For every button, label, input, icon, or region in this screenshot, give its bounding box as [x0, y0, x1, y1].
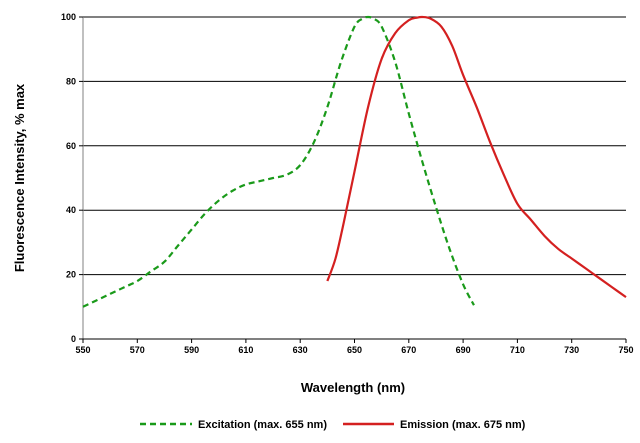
x-tick-label-590: 590 — [184, 345, 199, 355]
x-axis-ticks: 550 570 590 610 630 650 670 690 710 730 750 — [75, 339, 634, 355]
x-tick-label-670: 670 — [401, 345, 416, 355]
x-axis-title: Wavelength (nm) — [301, 380, 405, 395]
x-tick-label-750: 750 — [618, 345, 633, 355]
x-tick-label-690: 690 — [456, 345, 471, 355]
y-tick-label-20: 20 — [66, 270, 76, 280]
x-tick-label-630: 630 — [293, 345, 308, 355]
series-layer — [82, 15, 627, 308]
x-tick-label-570: 570 — [130, 345, 145, 355]
legend: Excitation (max. 655 nm) Emission (max. … — [140, 419, 526, 431]
x-tick-label-610: 610 — [238, 345, 253, 355]
emission-line — [326, 15, 627, 299]
y-tick-label-0: 0 — [71, 334, 76, 344]
legend-label-emission: Emission (max. 675 nm) — [400, 419, 526, 431]
y-tick-label-80: 80 — [66, 76, 76, 86]
grid-lines — [83, 16, 626, 276]
legend-label-excitation: Excitation (max. 655 nm) — [198, 419, 327, 431]
x-tick-label-550: 550 — [75, 345, 90, 355]
y-tick-label-60: 60 — [66, 141, 76, 151]
x-tick-label-710: 710 — [510, 345, 525, 355]
y-axis-title: Fluorescence Intensity, % max — [12, 83, 27, 272]
y-tick-label-100: 100 — [61, 12, 76, 22]
x-tick-label-730: 730 — [564, 345, 579, 355]
plot-area — [82, 17, 626, 340]
y-tick-label-40: 40 — [66, 205, 76, 215]
x-tick-label-650: 650 — [347, 345, 362, 355]
excitation-line — [82, 15, 475, 308]
y-axis-ticks: 0 20 40 60 80 100 — [61, 12, 83, 344]
